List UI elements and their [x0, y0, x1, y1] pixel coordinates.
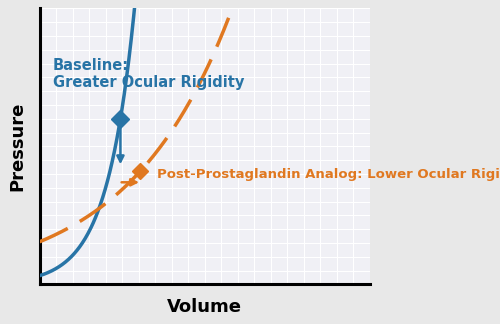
Y-axis label: Pressure: Pressure [8, 102, 26, 191]
Text: Post-Prostaglandin Analog: Lower Ocular Rigidity: Post-Prostaglandin Analog: Lower Ocular … [156, 168, 500, 181]
X-axis label: Volume: Volume [167, 298, 242, 316]
Text: Baseline:
Greater Ocular Rigidity: Baseline: Greater Ocular Rigidity [52, 58, 244, 90]
